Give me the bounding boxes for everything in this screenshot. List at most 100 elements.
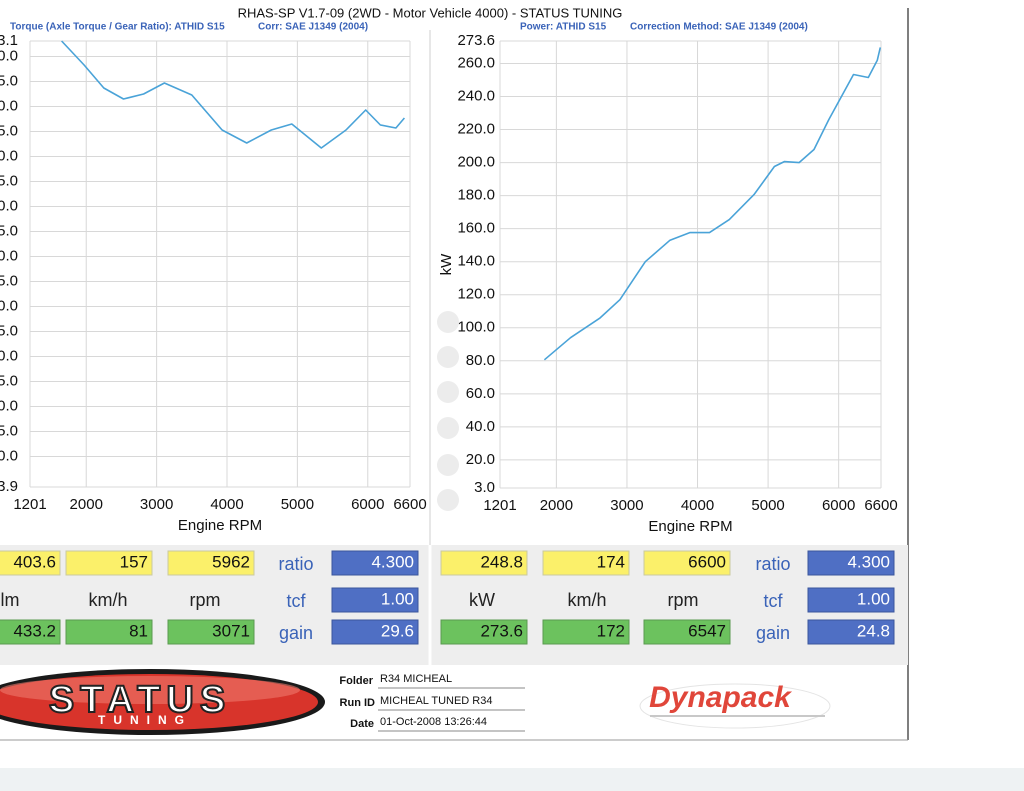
- y-tick-label: 273.6: [457, 32, 495, 49]
- value-text: 248.8: [480, 552, 523, 571]
- param-label: tcf: [763, 591, 783, 611]
- y-tick-label: 5.0: [0, 122, 18, 139]
- param-value: 1.00: [857, 589, 890, 608]
- value-box: [0, 550, 61, 576]
- param-value: 4.300: [847, 552, 890, 571]
- chart-subtitle: Power: ATHID S15: [520, 22, 607, 33]
- value-box: [542, 550, 630, 576]
- y-tick-label: 0.0: [0, 347, 18, 364]
- brand-swoosh: [639, 683, 831, 729]
- y-tick-label: 60.0: [466, 385, 495, 402]
- value-box: [167, 550, 255, 576]
- chart-subtitle: Corr: SAE J1349 (2004): [258, 22, 368, 33]
- param-label: gain: [756, 623, 790, 643]
- param-label: tcf: [286, 591, 306, 611]
- field-value: 01-Oct-2008 13:26:44: [380, 716, 487, 728]
- field-label: Date: [350, 718, 374, 730]
- value-text: 3071: [212, 621, 250, 640]
- unit-label: km/h: [88, 590, 127, 610]
- value-text: 157: [120, 552, 148, 571]
- y-tick-label: 5.0: [0, 172, 18, 189]
- logo-subtext: TUNING: [98, 713, 192, 727]
- x-tick-label: 4000: [681, 497, 714, 514]
- x-tick-label: 4000: [210, 496, 243, 513]
- x-axis-label: Engine RPM: [178, 517, 262, 534]
- y-tick-label: 3.0: [474, 479, 495, 496]
- unit-label: rpm: [668, 590, 699, 610]
- data-line: [61, 40, 406, 149]
- y-tick-label: 100.0: [457, 319, 495, 336]
- y-tick-label: 0.0: [0, 97, 18, 114]
- x-tick-label: 2000: [540, 497, 573, 514]
- status-logo: STATUS TUNING: [0, 669, 325, 735]
- y-tick-label: 5.0: [0, 322, 18, 339]
- y-tick-label: 220.0: [457, 121, 495, 138]
- y-tick-label: 20.0: [466, 451, 495, 468]
- y-tick-label: 5.0: [0, 222, 18, 239]
- param-box: [807, 619, 895, 645]
- data-line: [543, 47, 882, 361]
- y-tick-label: 120.0: [457, 286, 495, 303]
- value-text: 6547: [688, 621, 726, 640]
- y-tick-label: 5.0: [0, 272, 18, 289]
- param-value: 1.00: [381, 589, 414, 608]
- y-tick-label: 5.0: [0, 72, 18, 89]
- scan-hole: [437, 489, 459, 511]
- y-tick-label: 180.0: [457, 187, 495, 204]
- field-label: Folder: [339, 675, 373, 687]
- y-tick-label: 260.0: [457, 54, 495, 71]
- value-text: 81: [129, 621, 148, 640]
- y-tick-label: 0.0: [0, 47, 18, 64]
- y-tick-label: 0.0: [0, 197, 18, 214]
- logo-shine: [0, 676, 300, 704]
- field-value: MICHEAL TUNED R34: [380, 695, 492, 707]
- y-tick-label: 160.0: [457, 220, 495, 237]
- y-tick-label: 5.0: [0, 372, 18, 389]
- param-label: ratio: [278, 554, 313, 574]
- y-tick-label: 0.0: [0, 147, 18, 164]
- value-box: [542, 619, 630, 645]
- chart-subtitle: Correction Method: SAE J1349 (2004): [630, 22, 808, 33]
- y-tick-label: 0.0: [0, 397, 18, 414]
- unit-label: lm: [1, 590, 20, 610]
- y-tick-label: 80.0: [466, 352, 495, 369]
- y-tick-label: 3.1: [0, 32, 18, 49]
- y-axis-label: kW: [438, 253, 455, 276]
- y-tick-label: 40.0: [466, 418, 495, 435]
- x-axis-label: Engine RPM: [648, 518, 732, 535]
- value-text: 403.6: [13, 552, 56, 571]
- param-box: [331, 619, 419, 645]
- param-value: 24.8: [857, 621, 890, 640]
- param-box: [807, 587, 895, 613]
- value-box: [65, 619, 153, 645]
- value-text: 5962: [212, 552, 250, 571]
- page-title: RHAS-SP V1.7-09 (2WD - Motor Vehicle 400…: [238, 5, 623, 20]
- logo-text: STATUS: [49, 679, 231, 721]
- x-tick-label: 5000: [281, 496, 314, 513]
- x-tick-label: 3000: [610, 497, 643, 514]
- scan-edge: [0, 768, 1024, 791]
- param-box: [331, 550, 419, 576]
- value-box: [643, 619, 731, 645]
- x-tick-label: 2000: [70, 496, 103, 513]
- param-box: [807, 550, 895, 576]
- x-tick-label: 6000: [351, 496, 384, 513]
- x-tick-label: 5000: [751, 497, 784, 514]
- y-tick-label: 3.9: [0, 478, 18, 495]
- y-tick-label: 200.0: [457, 154, 495, 171]
- y-tick-label: 0.0: [0, 247, 18, 264]
- param-value: 4.300: [371, 552, 414, 571]
- value-box: [440, 550, 528, 576]
- param-value: 29.6: [381, 621, 414, 640]
- param-label: ratio: [755, 554, 790, 574]
- y-tick-label: 5.0: [0, 422, 18, 439]
- value-text: 433.2: [13, 621, 56, 640]
- value-text: 172: [597, 621, 625, 640]
- scan-hole: [437, 346, 459, 368]
- param-box: [331, 587, 419, 613]
- scan-hole: [437, 454, 459, 476]
- unit-label: kW: [469, 590, 495, 610]
- param-label: gain: [279, 623, 313, 643]
